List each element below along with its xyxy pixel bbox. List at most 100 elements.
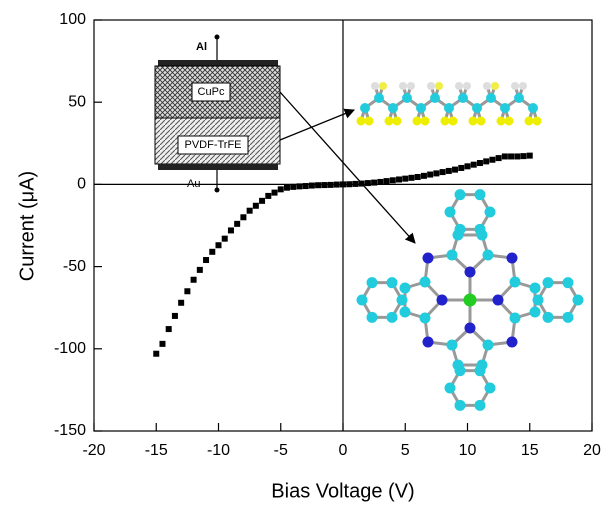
data-point — [421, 173, 427, 179]
atom — [420, 277, 431, 288]
atom — [388, 103, 398, 113]
data-point — [396, 176, 402, 182]
x-axis-title: Bias Voltage (V) — [271, 480, 414, 502]
atom — [407, 82, 415, 90]
data-point — [303, 183, 309, 189]
atom — [400, 283, 411, 294]
x-tick-label: -10 — [207, 442, 230, 459]
x-tick-label: -15 — [145, 442, 168, 459]
atom — [385, 117, 394, 126]
data-point — [440, 169, 446, 175]
atom — [400, 307, 411, 318]
data-point — [359, 181, 365, 187]
annotation: PVDF-TrFE — [184, 139, 241, 151]
x-tick-label: -20 — [82, 442, 105, 459]
data-point — [415, 174, 421, 180]
atom — [475, 365, 486, 376]
atom — [465, 323, 476, 334]
y-tick-label: 0 — [77, 176, 86, 193]
atom — [573, 295, 584, 306]
atom — [399, 82, 407, 90]
atom — [483, 250, 494, 261]
atom — [447, 340, 458, 351]
y-tick-label: 50 — [68, 93, 86, 110]
x-tick-label: -5 — [274, 442, 288, 459]
atom — [455, 365, 466, 376]
atom — [500, 103, 510, 113]
atom — [379, 82, 387, 90]
annotation: CuPc — [198, 86, 225, 98]
data-point — [228, 227, 234, 233]
data-point — [446, 168, 452, 174]
atom — [507, 253, 518, 264]
data-point — [371, 180, 377, 186]
atom — [437, 295, 448, 306]
data-point — [234, 221, 240, 227]
atom — [367, 312, 378, 323]
data-point — [346, 181, 352, 187]
data-point — [527, 153, 533, 159]
data-point — [284, 185, 290, 191]
atom — [387, 277, 398, 288]
atom — [444, 103, 454, 113]
atom — [483, 340, 494, 351]
atom — [533, 295, 544, 306]
data-point — [483, 158, 489, 164]
x-tick-label: 5 — [401, 442, 410, 459]
data-point — [408, 175, 414, 181]
data-point — [458, 165, 464, 171]
x-tick-label: 0 — [339, 442, 348, 459]
data-point — [178, 300, 184, 306]
data-point — [502, 153, 508, 159]
atom — [357, 295, 368, 306]
x-tick-label: 20 — [583, 442, 601, 459]
data-point — [489, 157, 495, 163]
data-point — [452, 167, 458, 173]
data-point — [272, 190, 278, 196]
atom — [360, 103, 370, 113]
atom — [510, 277, 521, 288]
molecule-illustration — [357, 82, 584, 411]
atom — [449, 117, 458, 126]
data-point — [203, 257, 209, 263]
atom — [402, 93, 412, 103]
data-point — [508, 153, 514, 159]
atom — [491, 82, 499, 90]
atom — [493, 295, 504, 306]
atom — [367, 277, 378, 288]
atom — [530, 307, 541, 318]
data-point — [153, 351, 159, 357]
data-point — [377, 179, 383, 185]
data-point — [216, 242, 222, 248]
data-point — [222, 236, 228, 242]
atom — [486, 93, 496, 103]
annotation: Al — [196, 41, 207, 53]
atom — [463, 82, 471, 90]
data-point — [521, 153, 527, 159]
y-tick-label: -50 — [63, 258, 86, 275]
atom — [469, 117, 478, 126]
atom — [445, 383, 456, 394]
atom — [441, 117, 450, 126]
data-point — [209, 249, 215, 255]
atom — [423, 337, 434, 348]
data-point — [433, 170, 439, 176]
data-point — [290, 184, 296, 190]
data-point — [427, 172, 433, 178]
atom — [447, 250, 458, 261]
data-point — [402, 176, 408, 182]
atom — [475, 400, 486, 411]
atom — [533, 117, 542, 126]
atom — [510, 313, 521, 324]
data-point — [278, 186, 284, 192]
y-axis-title: Current (μA) — [16, 171, 38, 281]
atom — [485, 207, 496, 218]
atom — [455, 400, 466, 411]
y-tick-label: -100 — [54, 340, 86, 357]
atom — [475, 224, 486, 235]
x-tick-label: 15 — [521, 442, 539, 459]
atom — [420, 313, 431, 324]
data-point — [334, 182, 340, 188]
atom — [505, 117, 514, 126]
atom — [475, 189, 486, 200]
